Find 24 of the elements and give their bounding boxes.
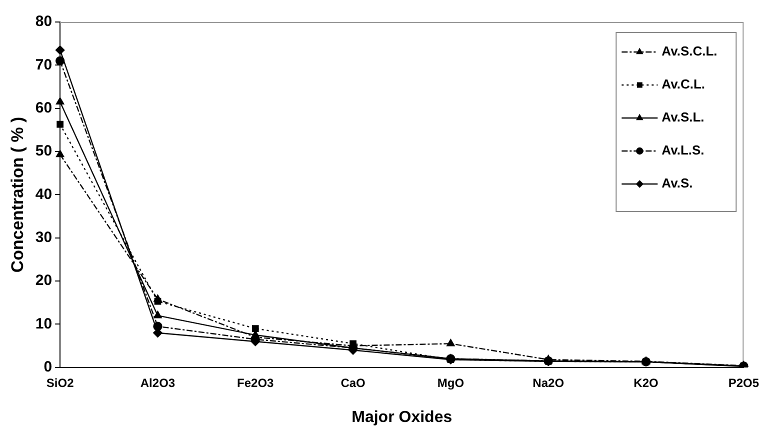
y-tick-label: 50: [35, 142, 52, 160]
x-tick-label: SiO2: [46, 376, 74, 390]
y-tick-label: 40: [35, 186, 52, 203]
y-tick-label: 10: [35, 315, 52, 332]
x-tick-label: Fe2O3: [237, 376, 274, 390]
y-tick-label: 80: [35, 13, 52, 30]
y-tick-label: 30: [35, 229, 52, 246]
legend-label: Av.S.L.: [662, 110, 704, 125]
legend-label: Av.S.C.L.: [662, 44, 718, 59]
y-tick-label: 0: [44, 358, 52, 376]
y-tick-label: 20: [35, 272, 52, 290]
legend-label: Av.L.S.: [662, 142, 704, 158]
x-tick-label: K2O: [634, 376, 658, 390]
x-axis-title: Major Oxides: [352, 408, 452, 426]
y-axis-title: Concentration ( % ): [8, 116, 27, 273]
y-tick-label: 60: [35, 99, 52, 116]
x-tick-label: P2O5: [728, 376, 760, 390]
x-tick-label: Al2O3: [140, 376, 176, 390]
x-tick-label: CaO: [340, 376, 366, 390]
y-tick-label: 70: [35, 56, 52, 74]
legend-label: Av.C.L.: [662, 76, 705, 92]
x-tick-label: MgO: [437, 376, 464, 390]
legend-label: Av.S.: [662, 176, 693, 191]
x-tick-label: Na2O: [532, 376, 564, 390]
